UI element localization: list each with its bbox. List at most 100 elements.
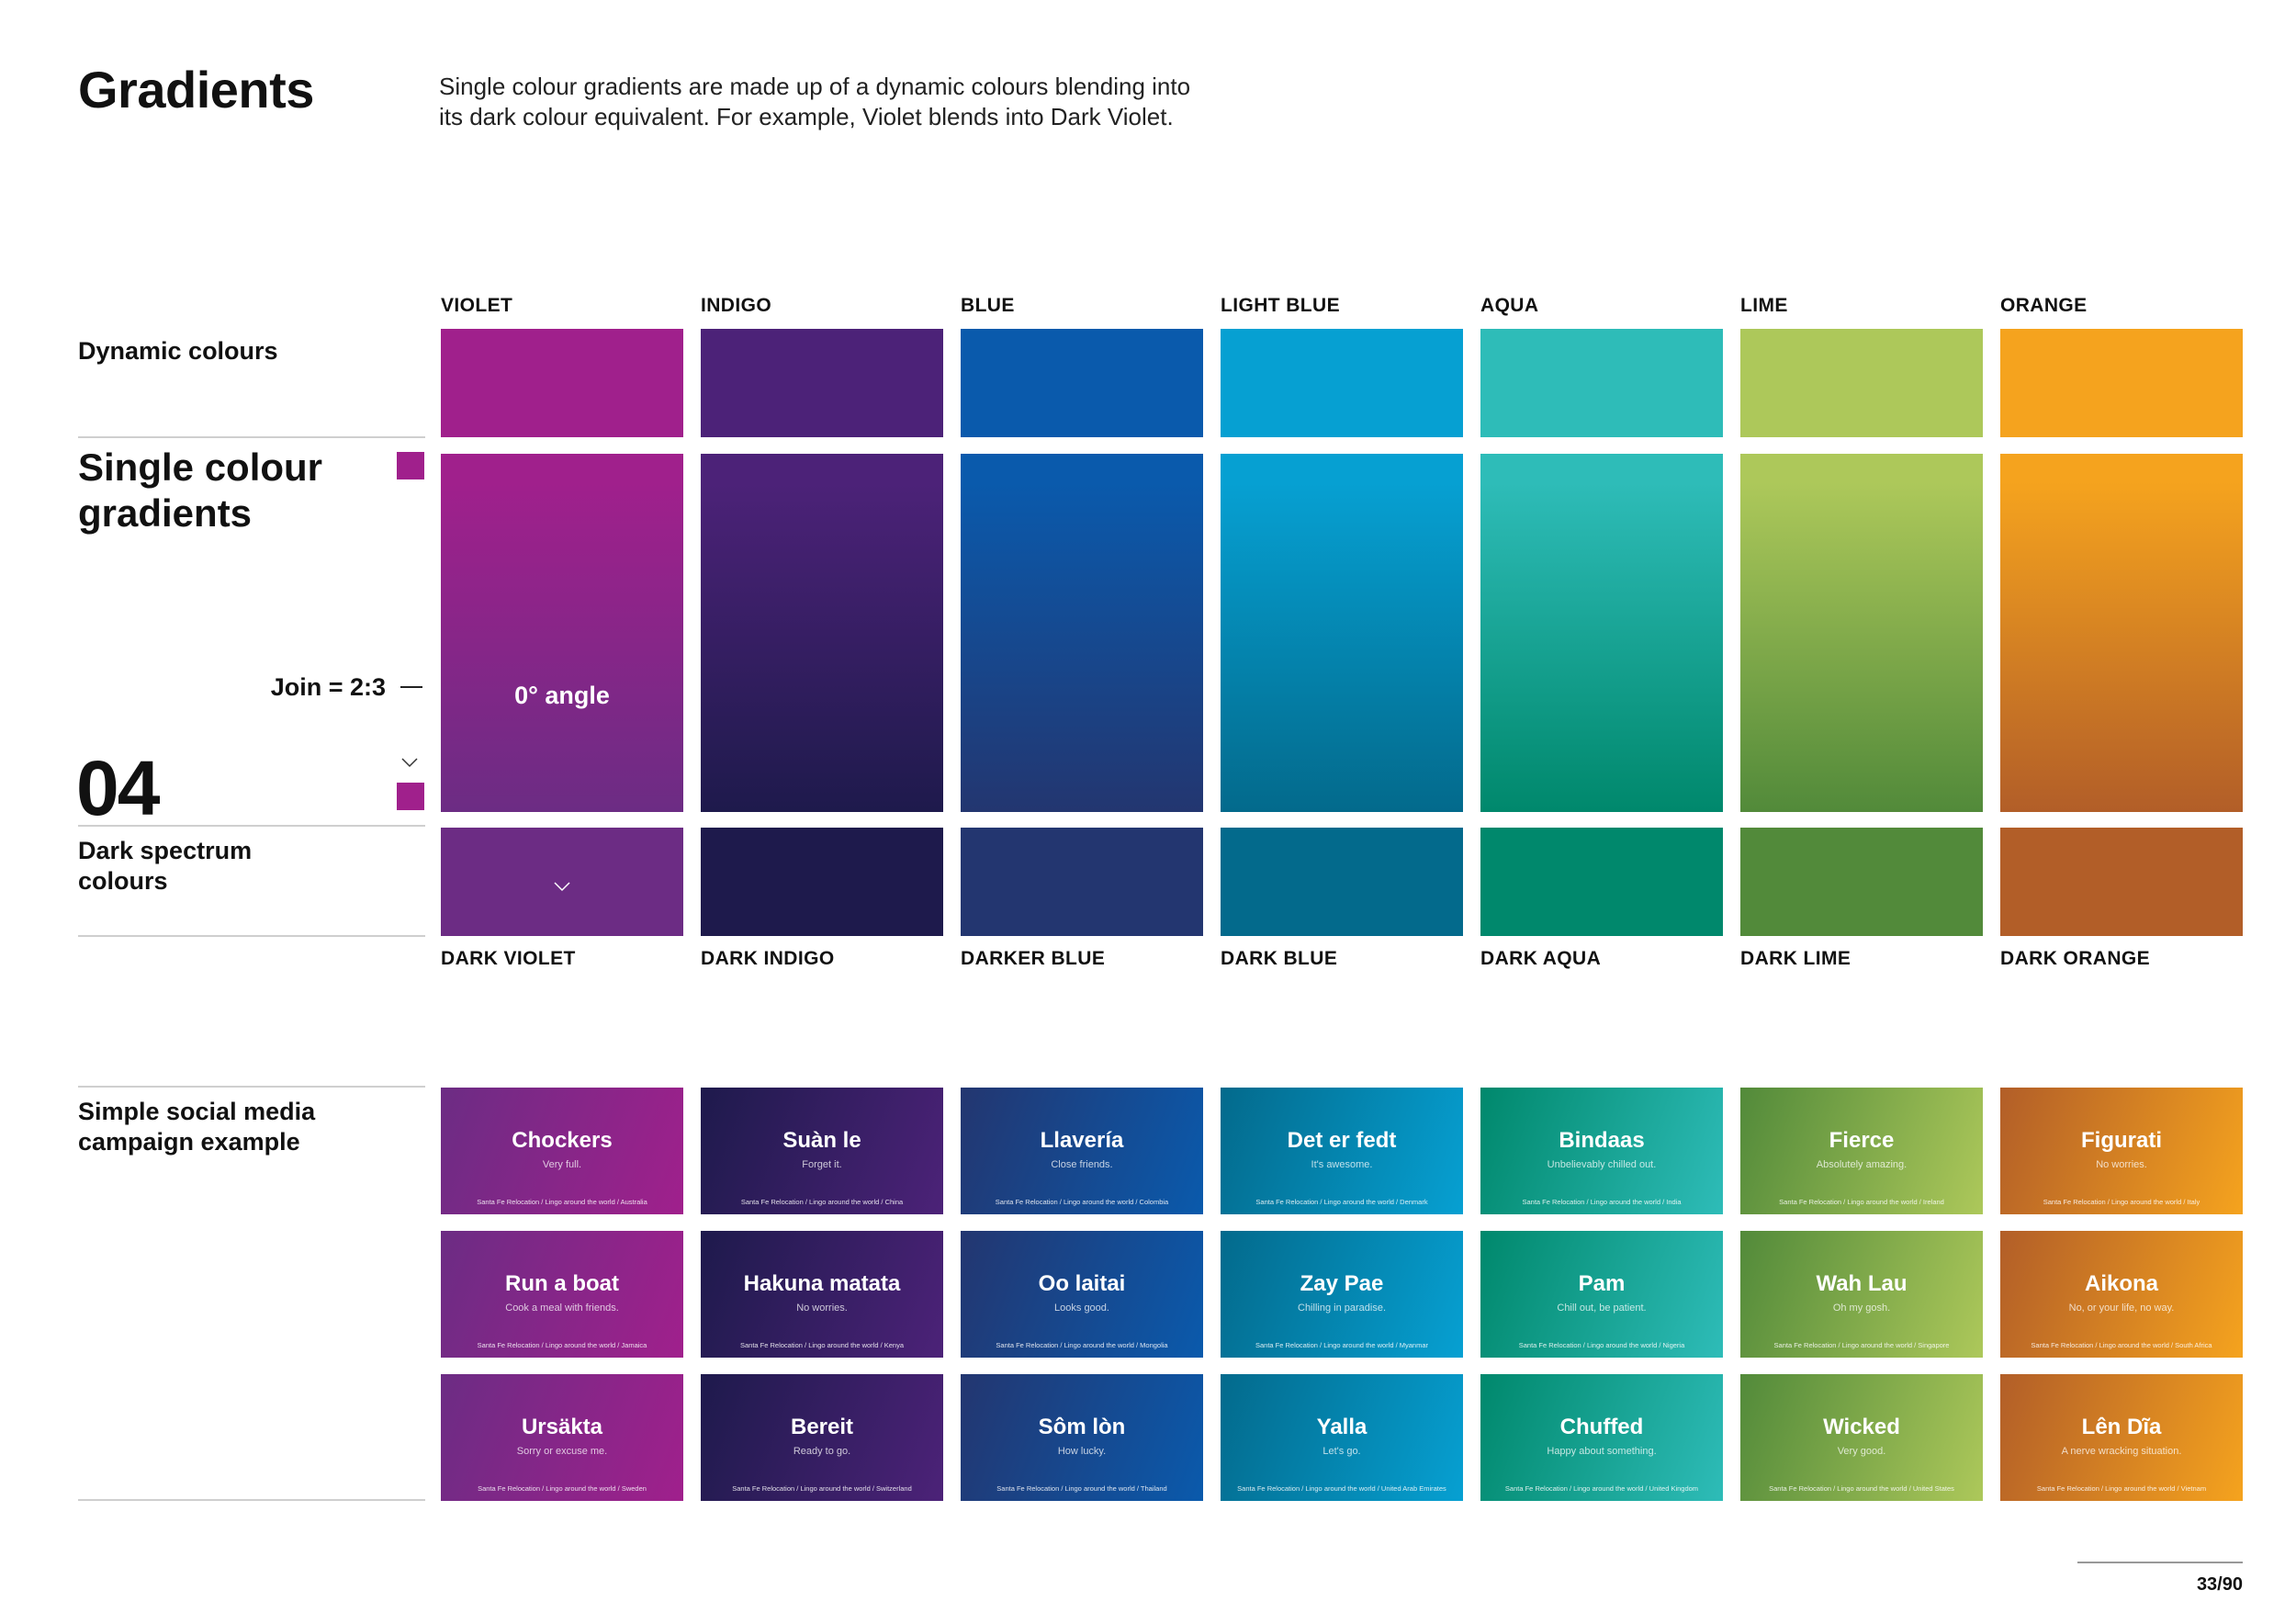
divider-single bbox=[78, 436, 425, 438]
dark-spectrum-line-2: colours bbox=[78, 867, 168, 895]
card-footer: Santa Fe Relocation / Lingo around the w… bbox=[2036, 1484, 2207, 1493]
card-word: Chuffed bbox=[1559, 1415, 1644, 1439]
campaign-card: Llavería Close friends. Santa Fe Relocatio… bbox=[961, 1088, 1203, 1214]
join-ratio-label: Join = 2:3 bbox=[270, 673, 386, 701]
chevron-down-icon bbox=[401, 758, 418, 768]
gradient-swatch-violet: 0° angle bbox=[441, 454, 683, 812]
dark-spectrum-line-1: Dark spectrum bbox=[78, 837, 253, 864]
card-meaning: Chilling in paradise. bbox=[1298, 1303, 1386, 1314]
dynamic-swatch-aqua bbox=[1480, 329, 1723, 437]
card-meaning: Sorry or excuse me. bbox=[516, 1446, 608, 1457]
card-word: Oo laitai bbox=[1038, 1271, 1126, 1296]
campaign-card: Wah Lau Oh my gosh. Santa Fe Relocation / … bbox=[1740, 1231, 1983, 1358]
section-number: 04 bbox=[76, 745, 160, 831]
violet-marker-bottom bbox=[397, 783, 424, 810]
card-word: Chockers bbox=[512, 1128, 613, 1153]
card-word: Aikona bbox=[2084, 1271, 2158, 1296]
card-meaning: Let's go. bbox=[1322, 1446, 1361, 1457]
colour-name-indigo: INDIGO bbox=[701, 295, 772, 316]
campaign-card: Aikona No, or your life, no way. Santa Fe … bbox=[2000, 1231, 2243, 1358]
card-footer: Santa Fe Relocation / Lingo around the w… bbox=[477, 1198, 647, 1206]
dark-swatch-aqua bbox=[1480, 828, 1723, 936]
card-meaning: It's awesome. bbox=[1311, 1159, 1373, 1170]
card-meaning: Unbelievably chilled out. bbox=[1547, 1159, 1657, 1170]
card-meaning: Absolutely amazing. bbox=[1816, 1159, 1908, 1170]
card-meaning: Looks good. bbox=[1054, 1303, 1109, 1314]
dark-swatch-violet bbox=[441, 828, 683, 936]
card-word: Wicked bbox=[1823, 1415, 1900, 1439]
gradient-swatch-light-blue bbox=[1221, 454, 1463, 812]
card-footer: Santa Fe Relocation / Lingo around the w… bbox=[1504, 1484, 1699, 1493]
campaign-card: Chockers Very full. Santa Fe Relocation / … bbox=[441, 1088, 683, 1214]
social-campaign-line-2: campaign example bbox=[78, 1128, 300, 1156]
card-word: Yalla bbox=[1316, 1415, 1367, 1439]
card-footer: Santa Fe Relocation / Lingo around the w… bbox=[1522, 1198, 1682, 1206]
social-campaign-line-1: Simple social media bbox=[78, 1098, 316, 1125]
card-meaning: Very good. bbox=[1837, 1446, 1886, 1457]
card-word: Bereit bbox=[790, 1415, 854, 1439]
campaign-card: Yalla Let's go. Santa Fe Relocation / Ling… bbox=[1221, 1374, 1463, 1501]
card-meaning: Very full. bbox=[542, 1159, 582, 1170]
card-footer: Santa Fe Relocation / Lingo around the w… bbox=[740, 1198, 904, 1206]
colour-name-blue: BLUE bbox=[961, 295, 1015, 316]
card-word: Det er fedt bbox=[1287, 1128, 1397, 1153]
dark-colour-name-dark-aqua: DARK AQUA bbox=[1480, 948, 1602, 969]
campaign-card: Lên Dĩa A nerve wracking situation. Santa … bbox=[2000, 1374, 2243, 1501]
card-word: Suàn le bbox=[782, 1128, 861, 1153]
card-meaning: Cook a meal with friends. bbox=[505, 1303, 619, 1314]
card-footer: Santa Fe Relocation / Lingo around the w… bbox=[1769, 1484, 1954, 1493]
card-footer: Santa Fe Relocation / Lingo around the w… bbox=[996, 1341, 1168, 1349]
card-word: Wah Lau bbox=[1816, 1271, 1908, 1296]
card-footer: Santa Fe Relocation / Lingo around the w… bbox=[1255, 1341, 1429, 1349]
card-word: Zay Pae bbox=[1300, 1271, 1384, 1296]
join-tick bbox=[400, 686, 422, 688]
chevron-down-icon bbox=[554, 882, 570, 892]
social-campaign-label: Simple social media campaign example bbox=[78, 1097, 315, 1157]
card-footer: Santa Fe Relocation / Lingo around the w… bbox=[477, 1341, 647, 1349]
dynamic-swatch-violet bbox=[441, 329, 683, 437]
campaign-card: Oo laitai Looks good. Santa Fe Relocation … bbox=[961, 1231, 1203, 1358]
single-gradients-line-1: Single colour bbox=[78, 445, 323, 489]
gradient-swatch-blue bbox=[961, 454, 1203, 812]
card-meaning: How lucky. bbox=[1057, 1446, 1107, 1457]
gradient-swatch-lime bbox=[1740, 454, 1983, 812]
campaign-card: Det er fedt It's awesome. Santa Fe Relocat… bbox=[1221, 1088, 1463, 1214]
intro-line-2: its dark colour equivalent. For example,… bbox=[439, 103, 1174, 130]
colour-name-light-blue: LIGHT BLUE bbox=[1221, 295, 1340, 316]
campaign-card: Sôm lòn How lucky. Santa Fe Relocation / L… bbox=[961, 1374, 1203, 1501]
card-word: Bindaas bbox=[1559, 1128, 1645, 1153]
page-number: 33/90 bbox=[2196, 1574, 2243, 1595]
card-word: Fierce bbox=[1829, 1128, 1895, 1153]
card-meaning: No, or your life, no way. bbox=[2068, 1303, 2175, 1314]
dark-spectrum-label: Dark spectrum colours bbox=[78, 836, 252, 897]
card-footer: Santa Fe Relocation / Lingo around the w… bbox=[732, 1484, 912, 1493]
campaign-card: Run a boat Cook a meal with friends. Santa… bbox=[441, 1231, 683, 1358]
card-word: Hakuna matata bbox=[743, 1271, 901, 1296]
campaign-card: Hakuna matata No worries. Santa Fe Relocat… bbox=[701, 1231, 943, 1358]
campaign-card: Zay Pae Chilling in paradise. Santa Fe Rel… bbox=[1221, 1231, 1463, 1358]
campaign-card: Fierce Absolutely amazing. Santa Fe Reloca… bbox=[1740, 1088, 1983, 1214]
dark-colour-name-dark-violet: DARK VIOLET bbox=[441, 948, 576, 969]
card-meaning: Chill out, be patient. bbox=[1557, 1303, 1647, 1314]
intro-text: Single colour gradients are made up of a… bbox=[439, 72, 1266, 132]
dynamic-swatch-orange bbox=[2000, 329, 2243, 437]
card-footer: Santa Fe Relocation / Lingo around the w… bbox=[2031, 1341, 2212, 1349]
card-meaning: Close friends. bbox=[1051, 1159, 1113, 1170]
divider-social bbox=[78, 1086, 425, 1088]
angle-label: 0° angle bbox=[514, 682, 610, 709]
card-footer: Santa Fe Relocation / Lingo around the w… bbox=[739, 1341, 905, 1349]
card-footer: Santa Fe Relocation / Lingo around the w… bbox=[478, 1484, 647, 1493]
card-footer: Santa Fe Relocation / Lingo around the w… bbox=[1773, 1341, 1950, 1349]
card-meaning: No worries. bbox=[2096, 1159, 2147, 1170]
card-footer: Santa Fe Relocation / Lingo around the w… bbox=[2043, 1198, 2200, 1206]
colour-name-orange: ORANGE bbox=[2000, 295, 2088, 316]
intro-line-1: Single colour gradients are made up of a… bbox=[439, 73, 1191, 100]
card-footer: Santa Fe Relocation / Lingo around the w… bbox=[996, 1484, 1167, 1493]
campaign-card: Chuffed Happy about something. Santa Fe Re… bbox=[1480, 1374, 1723, 1501]
card-meaning: Oh my gosh. bbox=[1832, 1303, 1891, 1314]
campaign-card: Figurati No worries. Santa Fe Relocation /… bbox=[2000, 1088, 2243, 1214]
dark-colour-name-dark-lime: DARK LIME bbox=[1740, 948, 1851, 969]
divider-bottom bbox=[78, 1499, 425, 1501]
card-meaning: No worries. bbox=[796, 1303, 848, 1314]
divider-dark bbox=[78, 825, 425, 827]
